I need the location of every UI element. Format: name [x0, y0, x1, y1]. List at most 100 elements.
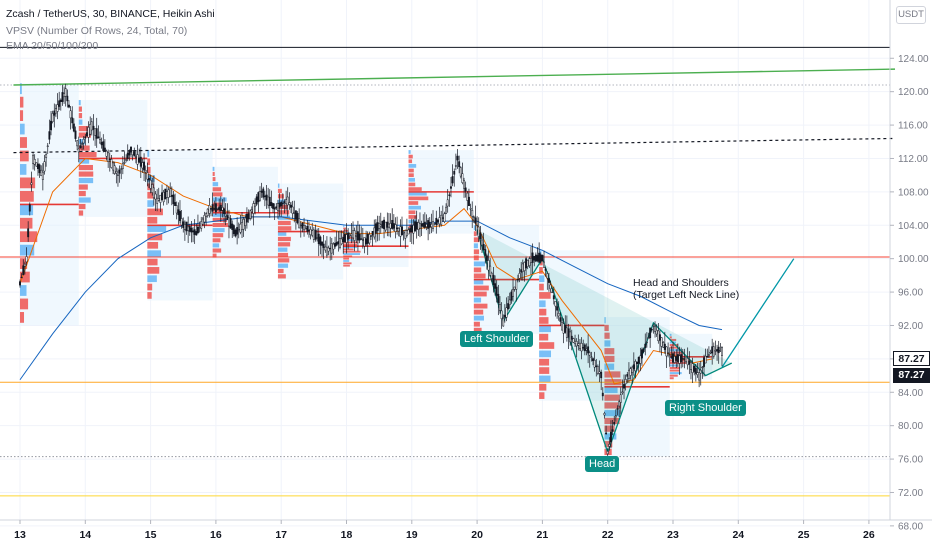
candle-body [43, 161, 46, 172]
candle-body [600, 371, 603, 379]
volume-profile-bar [78, 184, 88, 190]
volume-profile-bar [212, 222, 231, 228]
candle-body [228, 217, 230, 227]
candle-body [660, 337, 663, 347]
volume-profile-bar [78, 203, 86, 210]
candle-body [419, 223, 421, 229]
candle-body [686, 358, 689, 366]
pattern-title[interactable]: Head and Shoulders [633, 277, 729, 289]
volume-profile-bar [408, 168, 414, 173]
volume-profile-bar [20, 312, 25, 323]
candle-body [631, 366, 634, 373]
candle-body [639, 355, 642, 364]
candle-body [399, 226, 402, 237]
candle-body [487, 260, 490, 271]
candle-body [574, 340, 576, 344]
volume-profile-bar [277, 274, 286, 279]
candle-body [28, 204, 31, 212]
candle-body [706, 356, 709, 358]
candle-body [461, 173, 464, 183]
candle-body [647, 337, 650, 339]
volume-profile-bar [147, 158, 151, 166]
candle-body [670, 356, 673, 358]
candle-body [72, 123, 75, 132]
candle-body [58, 100, 61, 107]
volume-profile-bar [473, 279, 484, 285]
candle-body [379, 224, 382, 227]
candle-body [567, 328, 570, 338]
volume-profile-bar [212, 192, 223, 197]
candle-body [422, 223, 425, 227]
head-label[interactable]: Head [585, 456, 620, 472]
candle-body [518, 273, 521, 279]
vpsv-legend[interactable]: VPSV (Number Of Rows, 24, Total, 70) [6, 25, 188, 37]
candle-body [174, 202, 177, 206]
candle-body [187, 226, 190, 231]
volume-profile-bar [277, 268, 284, 274]
volume-profile-bar [78, 177, 94, 184]
candle-body [479, 232, 482, 240]
candle-body [613, 422, 616, 425]
candle-body [547, 278, 550, 283]
currency-button[interactable]: USDT [896, 6, 926, 24]
ema-legend[interactable]: EMA 20/50/100/200 [6, 40, 99, 52]
volume-profile-bar [408, 191, 427, 196]
candle-body [587, 346, 590, 354]
x-tick-label: 13 [14, 529, 26, 541]
pattern-subtitle[interactable]: (Target Left Neck Line) [633, 289, 740, 301]
candle-body [35, 162, 38, 167]
candle-body [332, 243, 335, 250]
volume-profile-bar [604, 410, 621, 417]
volume-profile-bar [147, 166, 151, 174]
candle-body [484, 249, 487, 256]
candle-body [192, 230, 194, 233]
symbol-legend[interactable]: Zcash / TetherUS, 30, BINANCE, Heikin As… [6, 8, 215, 20]
volume-profile-bar [408, 159, 413, 164]
candle-body [658, 334, 661, 341]
candle-body [325, 246, 328, 256]
volume-profile-bar [78, 138, 86, 145]
candle-body [213, 208, 216, 210]
left-shoulder-label[interactable]: Left Shoulder [460, 331, 534, 347]
volume-profile-bar [20, 177, 36, 189]
volume-profile-bar [78, 113, 83, 119]
volume-profile-bar [473, 261, 485, 267]
candle-body [99, 138, 101, 144]
candle-body [577, 343, 580, 346]
candle-body [337, 241, 340, 245]
volume-profile-bar [408, 173, 414, 178]
volume-profile-bar [78, 151, 97, 158]
candle-body [544, 268, 547, 271]
candle-body [219, 204, 222, 212]
candle-body [523, 262, 526, 271]
candle-body [108, 158, 111, 161]
candle-body [605, 432, 608, 434]
candle-body [154, 193, 157, 200]
candle-body [95, 128, 98, 139]
candle-body [56, 104, 59, 112]
volume-profile-bar [212, 177, 216, 182]
right-shoulder-label[interactable]: Right Shoulder [665, 400, 746, 416]
candle-body [281, 203, 284, 205]
volume-profile-bar [147, 216, 158, 224]
volume-profile-bar [343, 227, 347, 230]
candle-body [373, 227, 376, 238]
candle-body [546, 273, 549, 279]
volume-profile-bar [277, 258, 290, 263]
candle-body [172, 194, 175, 205]
candle-body [712, 346, 715, 357]
candle-body [27, 228, 30, 238]
candle-body [293, 212, 296, 214]
candle-body [273, 207, 276, 210]
candle-body [203, 215, 206, 223]
candle-body [608, 444, 611, 447]
candle-body [463, 180, 465, 189]
candle-body [588, 352, 591, 356]
candle-body [74, 130, 77, 139]
candle-body [711, 346, 714, 354]
candle-body [265, 194, 268, 201]
candle-body [90, 121, 93, 131]
candle-body [71, 117, 74, 124]
volume-profile-bar [539, 367, 550, 374]
